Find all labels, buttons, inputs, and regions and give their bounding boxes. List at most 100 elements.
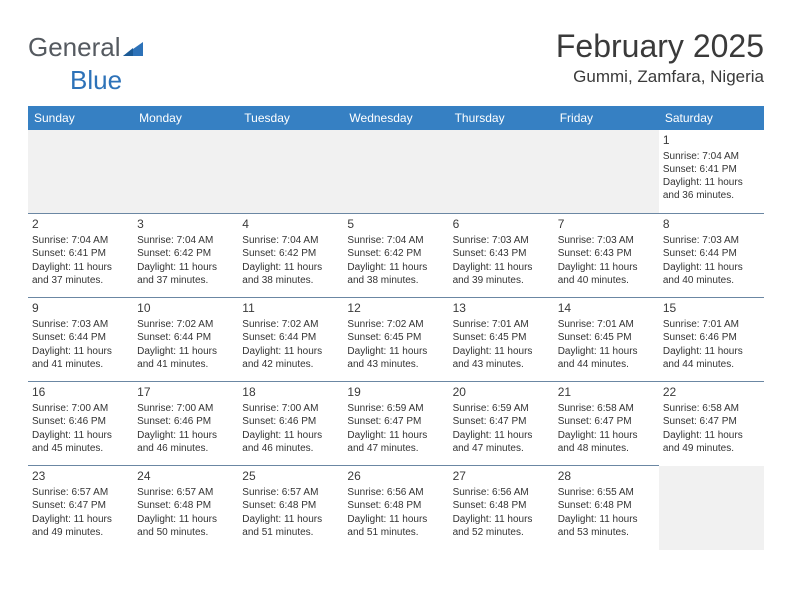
sunrise-line: Sunrise: 6:59 AM [453, 402, 550, 415]
day-number: 26 [347, 469, 444, 485]
daylight-line-1: Daylight: 11 hours [663, 176, 760, 189]
day-number: 1 [663, 133, 760, 149]
week-row: 23Sunrise: 6:57 AMSunset: 6:47 PMDayligh… [28, 466, 764, 550]
daylight-line-1: Daylight: 11 hours [137, 429, 234, 442]
header: GeneralBlue February 2025 Gummi, Zamfara… [28, 28, 764, 96]
daylight-line-2: and 40 minutes. [558, 274, 655, 287]
week-row: 1Sunrise: 7:04 AMSunset: 6:41 PMDaylight… [28, 130, 764, 214]
daylight-line-1: Daylight: 11 hours [32, 261, 129, 274]
week-row: 2Sunrise: 7:04 AMSunset: 6:41 PMDaylight… [28, 214, 764, 298]
sunset-line: Sunset: 6:46 PM [663, 331, 760, 344]
daylight-line-1: Daylight: 11 hours [242, 513, 339, 526]
day-cell [554, 130, 659, 214]
logo-word-blue: Blue [70, 65, 122, 95]
month-title: February 2025 [556, 28, 764, 65]
sunrise-line: Sunrise: 7:01 AM [663, 318, 760, 331]
day-number: 21 [558, 385, 655, 401]
title-block: February 2025 Gummi, Zamfara, Nigeria [556, 28, 764, 87]
day-number: 14 [558, 301, 655, 317]
sunset-line: Sunset: 6:48 PM [137, 499, 234, 512]
daylight-line-2: and 51 minutes. [347, 526, 444, 539]
daylight-line-2: and 37 minutes. [137, 274, 234, 287]
daylight-line-2: and 44 minutes. [663, 358, 760, 371]
daylight-line-1: Daylight: 11 hours [137, 345, 234, 358]
sunrise-line: Sunrise: 7:04 AM [663, 150, 760, 163]
day-cell: 7Sunrise: 7:03 AMSunset: 6:43 PMDaylight… [554, 214, 659, 298]
sunset-line: Sunset: 6:42 PM [137, 247, 234, 260]
dow-saturday: Saturday [659, 106, 764, 130]
sunrise-line: Sunrise: 6:58 AM [558, 402, 655, 415]
day-number: 6 [453, 217, 550, 233]
sunset-line: Sunset: 6:47 PM [558, 415, 655, 428]
day-number: 5 [347, 217, 444, 233]
daylight-line-2: and 43 minutes. [347, 358, 444, 371]
sunrise-line: Sunrise: 7:01 AM [558, 318, 655, 331]
day-number: 9 [32, 301, 129, 317]
day-number: 24 [137, 469, 234, 485]
sunrise-line: Sunrise: 7:04 AM [32, 234, 129, 247]
day-cell: 4Sunrise: 7:04 AMSunset: 6:42 PMDaylight… [238, 214, 343, 298]
day-number: 23 [32, 469, 129, 485]
day-number: 18 [242, 385, 339, 401]
daylight-line-1: Daylight: 11 hours [558, 345, 655, 358]
sunset-line: Sunset: 6:47 PM [347, 415, 444, 428]
daylight-line-2: and 45 minutes. [32, 442, 129, 455]
day-cell: 24Sunrise: 6:57 AMSunset: 6:48 PMDayligh… [133, 466, 238, 550]
daylight-line-1: Daylight: 11 hours [663, 261, 760, 274]
daylight-line-1: Daylight: 11 hours [558, 513, 655, 526]
day-cell: 11Sunrise: 7:02 AMSunset: 6:44 PMDayligh… [238, 298, 343, 382]
sunrise-line: Sunrise: 7:01 AM [453, 318, 550, 331]
sunrise-line: Sunrise: 7:00 AM [32, 402, 129, 415]
sunset-line: Sunset: 6:45 PM [347, 331, 444, 344]
daylight-line-2: and 46 minutes. [242, 442, 339, 455]
sunrise-line: Sunrise: 7:00 AM [242, 402, 339, 415]
sunset-line: Sunset: 6:44 PM [242, 331, 339, 344]
day-cell: 6Sunrise: 7:03 AMSunset: 6:43 PMDaylight… [449, 214, 554, 298]
daylight-line-1: Daylight: 11 hours [347, 261, 444, 274]
daylight-line-1: Daylight: 11 hours [242, 261, 339, 274]
daylight-line-2: and 40 minutes. [663, 274, 760, 287]
daylight-line-2: and 38 minutes. [242, 274, 339, 287]
day-number: 11 [242, 301, 339, 317]
day-cell [343, 130, 448, 214]
sunset-line: Sunset: 6:47 PM [32, 499, 129, 512]
day-cell: 2Sunrise: 7:04 AMSunset: 6:41 PMDaylight… [28, 214, 133, 298]
day-number: 22 [663, 385, 760, 401]
daylight-line-2: and 36 minutes. [663, 189, 760, 202]
daylight-line-1: Daylight: 11 hours [32, 345, 129, 358]
day-cell: 22Sunrise: 6:58 AMSunset: 6:47 PMDayligh… [659, 382, 764, 466]
sunrise-line: Sunrise: 7:04 AM [137, 234, 234, 247]
daylight-line-2: and 43 minutes. [453, 358, 550, 371]
day-number: 19 [347, 385, 444, 401]
sunset-line: Sunset: 6:46 PM [242, 415, 339, 428]
sunrise-line: Sunrise: 7:03 AM [663, 234, 760, 247]
daylight-line-1: Daylight: 11 hours [663, 345, 760, 358]
day-cell: 27Sunrise: 6:56 AMSunset: 6:48 PMDayligh… [449, 466, 554, 550]
daylight-line-1: Daylight: 11 hours [137, 261, 234, 274]
sunrise-line: Sunrise: 7:00 AM [137, 402, 234, 415]
logo-sail-icon [121, 34, 145, 65]
day-cell: 15Sunrise: 7:01 AMSunset: 6:46 PMDayligh… [659, 298, 764, 382]
daylight-line-1: Daylight: 11 hours [32, 513, 129, 526]
day-number: 4 [242, 217, 339, 233]
day-cell: 17Sunrise: 7:00 AMSunset: 6:46 PMDayligh… [133, 382, 238, 466]
daylight-line-1: Daylight: 11 hours [347, 513, 444, 526]
day-cell: 1Sunrise: 7:04 AMSunset: 6:41 PMDaylight… [659, 130, 764, 214]
week-row: 16Sunrise: 7:00 AMSunset: 6:46 PMDayligh… [28, 382, 764, 466]
day-cell: 13Sunrise: 7:01 AMSunset: 6:45 PMDayligh… [449, 298, 554, 382]
day-cell: 8Sunrise: 7:03 AMSunset: 6:44 PMDaylight… [659, 214, 764, 298]
day-cell [238, 130, 343, 214]
dow-friday: Friday [554, 106, 659, 130]
sunset-line: Sunset: 6:41 PM [32, 247, 129, 260]
daylight-line-2: and 49 minutes. [32, 526, 129, 539]
daylight-line-2: and 50 minutes. [137, 526, 234, 539]
day-cell: 19Sunrise: 6:59 AMSunset: 6:47 PMDayligh… [343, 382, 448, 466]
week-row: 9Sunrise: 7:03 AMSunset: 6:44 PMDaylight… [28, 298, 764, 382]
calendar-body: 1Sunrise: 7:04 AMSunset: 6:41 PMDaylight… [28, 130, 764, 550]
day-number: 13 [453, 301, 550, 317]
day-cell [133, 130, 238, 214]
daylight-line-2: and 51 minutes. [242, 526, 339, 539]
sunrise-line: Sunrise: 6:58 AM [663, 402, 760, 415]
daylight-line-2: and 47 minutes. [347, 442, 444, 455]
day-header-row: Sunday Monday Tuesday Wednesday Thursday… [28, 106, 764, 130]
